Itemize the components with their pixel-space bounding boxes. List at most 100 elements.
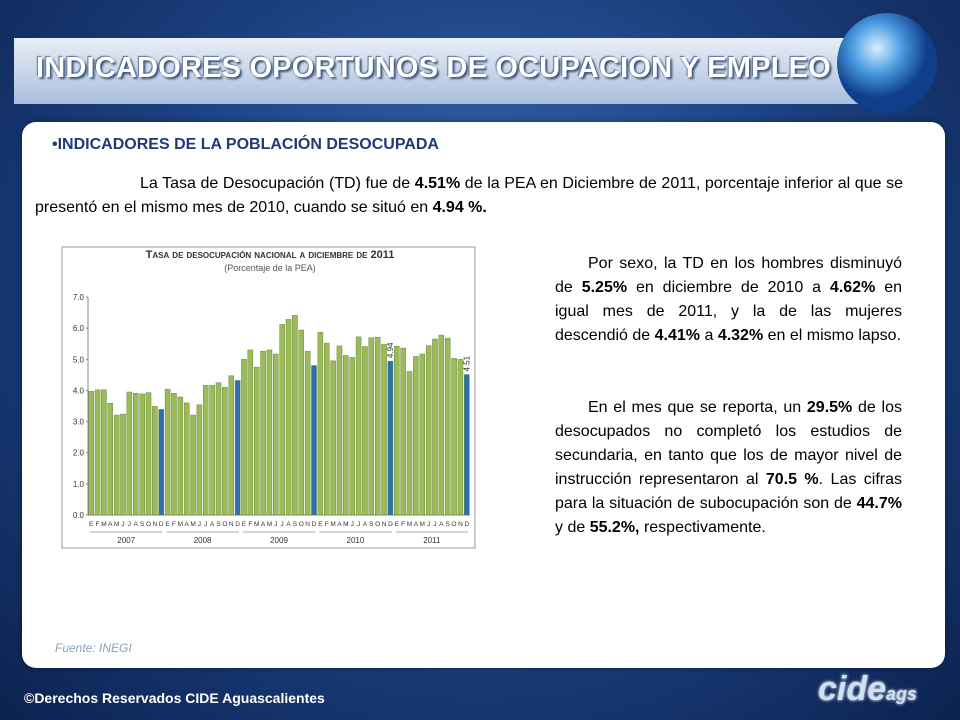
- x-tick-label: S: [369, 521, 374, 528]
- bar: [196, 404, 203, 516]
- x-tick-label: A: [286, 521, 291, 528]
- x-tick-label: J: [351, 521, 354, 528]
- bar: [432, 338, 438, 516]
- x-tick-label: F: [325, 521, 329, 528]
- text-run: 4.32%: [717, 327, 764, 344]
- y-tick-label: 7.0: [73, 293, 85, 302]
- year-label: 2010: [347, 536, 365, 545]
- bar: [266, 349, 273, 516]
- x-tick-label: J: [427, 521, 430, 528]
- x-tick-label: N: [152, 521, 157, 528]
- x-tick-label: S: [140, 521, 145, 528]
- paragraph: Por sexo, la TD en los hombres disminuyó…: [555, 252, 902, 348]
- bar: [419, 353, 425, 516]
- bar: [324, 342, 330, 516]
- slide-title: INDICADORES OPORTUNOS DE OCUPACION Y EMP…: [36, 52, 831, 84]
- globe: [837, 13, 937, 113]
- x-tick-label: O: [375, 521, 380, 528]
- x-tick-label: J: [357, 521, 360, 528]
- bar: [279, 324, 285, 516]
- x-tick-label: J: [274, 521, 277, 528]
- text-run: 70.5 %: [765, 471, 819, 488]
- text-run: a: [700, 327, 718, 344]
- text-run: 5.25%: [581, 279, 628, 296]
- bar: [425, 345, 432, 516]
- bar: [438, 334, 445, 516]
- year-label: 2008: [194, 536, 212, 545]
- text-run: en igual mes de 2011, y la de las mujere…: [555, 279, 902, 344]
- bar: [164, 388, 171, 516]
- x-tick-label: E: [165, 521, 170, 528]
- heading-text: INDICADORES DE LA POBLACIÓN DESOCUPADA: [57, 136, 439, 153]
- bar: [387, 360, 394, 516]
- x-tick-label: J: [204, 521, 207, 528]
- section-heading: •INDICADORES DE LA POBLACIÓN DESOCUPADA: [52, 136, 439, 153]
- bar: [304, 350, 311, 516]
- x-tick-label: J: [121, 521, 124, 528]
- x-tick-label: E: [89, 521, 94, 528]
- x-tick-label: M: [114, 521, 119, 528]
- x-tick-label: E: [395, 521, 400, 528]
- year-label: 2011: [423, 536, 441, 545]
- x-tick-label: D: [464, 521, 469, 528]
- x-tick-label: F: [401, 521, 405, 528]
- bar: [177, 396, 184, 516]
- bar: [457, 359, 464, 516]
- y-tick-label: 6.0: [73, 324, 85, 333]
- text-run: 55.2%,: [589, 519, 640, 536]
- bar: [88, 391, 94, 516]
- x-tick-label: F: [96, 521, 100, 528]
- x-tick-label: A: [337, 521, 342, 528]
- paragraph: En el mes que se reporta, un 29.5% de lo…: [555, 396, 902, 540]
- bar: [94, 389, 101, 516]
- bar: [400, 347, 406, 516]
- bar: [406, 371, 413, 516]
- logo-text: cide: [818, 670, 887, 708]
- chart-subtitle: (Porcentaje de la PEA): [224, 263, 316, 273]
- bar: [152, 406, 158, 516]
- chart-title: Tasa de desocupación nacional a diciembr…: [146, 249, 395, 261]
- x-tick-label: O: [299, 521, 304, 528]
- text-run: en el mismo lapso.: [763, 327, 902, 344]
- bar: [336, 345, 343, 516]
- data-label: 4.94: [386, 342, 395, 358]
- text-run: . Las cifras para la situación de subocu…: [555, 471, 903, 512]
- copyright: ©Derechos Reservados CIDE Aguascalientes: [24, 690, 325, 706]
- x-tick-label: F: [172, 521, 176, 528]
- text-run: La Tasa de Desocupación (TD) fue de: [140, 175, 415, 192]
- bar: [215, 382, 222, 516]
- text-run: 29.5%: [806, 399, 853, 416]
- x-tick-label: A: [414, 521, 419, 528]
- bar: [113, 414, 120, 516]
- x-tick-label: N: [305, 521, 310, 528]
- bar: [107, 402, 114, 516]
- bar: [413, 356, 419, 516]
- bar: [317, 331, 324, 516]
- bar: [253, 366, 260, 516]
- bar: [349, 357, 355, 516]
- bar: [355, 336, 362, 516]
- x-tick-label: A: [210, 521, 215, 528]
- logo-suffix: ags: [886, 684, 918, 704]
- x-tick-label: J: [198, 521, 201, 528]
- data-label: 4.51: [462, 355, 471, 371]
- x-tick-label: E: [242, 521, 247, 528]
- y-tick-label: 4.0: [73, 386, 85, 395]
- x-tick-label: J: [433, 521, 436, 528]
- x-tick-label: O: [222, 521, 227, 528]
- text-run: En el mes que se reporta, un: [588, 399, 807, 416]
- x-tick-label: D: [312, 521, 317, 528]
- bar: [222, 387, 228, 516]
- x-tick-label: D: [235, 521, 240, 528]
- x-tick-label: M: [407, 521, 412, 528]
- text-run: de los desocupados no completó los estud…: [555, 399, 902, 488]
- bar: [292, 315, 298, 516]
- x-tick-label: M: [420, 521, 425, 528]
- bar: [362, 346, 368, 516]
- x-tick-label: S: [446, 521, 451, 528]
- title-banner: [14, 38, 914, 104]
- x-tick-label: O: [452, 521, 457, 528]
- x-tick-label: N: [382, 521, 387, 528]
- text-run: 4.51%: [414, 175, 461, 192]
